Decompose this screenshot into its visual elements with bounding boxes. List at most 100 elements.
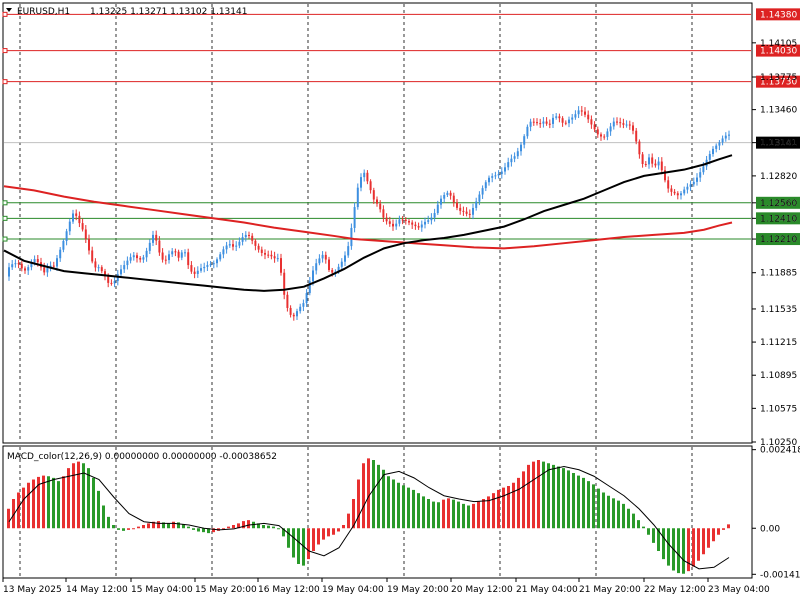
level-price-label: 1.13730 xyxy=(760,78,797,88)
ma-slow-line xyxy=(3,185,733,250)
candle-body xyxy=(337,266,340,272)
level-handle[interactable] xyxy=(2,200,8,206)
time-tick-label: 16 May 12:00 xyxy=(258,585,320,595)
candle-body xyxy=(424,221,426,225)
candle-body xyxy=(328,259,330,271)
candle-body xyxy=(312,270,314,282)
price-tick-label: 1.11215 xyxy=(760,338,797,348)
macd-bar xyxy=(472,503,475,529)
candle-body xyxy=(414,224,417,227)
candle-body xyxy=(24,268,26,271)
candle-body xyxy=(356,187,359,208)
macd-bar xyxy=(12,499,15,529)
candle-body xyxy=(603,136,606,138)
candle-body xyxy=(526,126,529,137)
candle-body xyxy=(555,116,558,118)
candle-body xyxy=(75,213,78,216)
level-price-box xyxy=(756,196,800,209)
candle-body xyxy=(91,250,94,262)
macd-bar xyxy=(262,525,265,529)
macd-bar xyxy=(347,513,350,529)
macd-bar xyxy=(197,528,200,532)
level-handle[interactable] xyxy=(2,236,8,242)
macd-bar xyxy=(622,503,625,529)
macd-bar xyxy=(422,496,425,529)
macd-bar xyxy=(612,498,615,529)
candle-body xyxy=(584,111,586,115)
macd-bar xyxy=(297,528,300,564)
macd-bar xyxy=(687,528,690,572)
macd-bar xyxy=(642,526,645,529)
macd-bar xyxy=(457,501,460,529)
time-tick-label: 19 May 20:00 xyxy=(387,585,449,595)
level-handle[interactable] xyxy=(2,215,8,221)
macd-bar xyxy=(47,476,50,529)
candle-body xyxy=(545,121,548,124)
candle-body xyxy=(251,235,254,241)
level-handle[interactable] xyxy=(2,48,8,54)
macd-bar xyxy=(387,476,390,529)
macd-bar xyxy=(467,505,470,529)
macd-bar xyxy=(492,493,495,529)
candle-body xyxy=(673,191,676,194)
level-handle[interactable] xyxy=(2,79,8,85)
level-handle[interactable] xyxy=(2,11,8,17)
candle-body xyxy=(136,255,138,259)
candle-body xyxy=(238,241,241,246)
candle-body xyxy=(478,194,481,202)
candle-body xyxy=(126,260,129,266)
candle-body xyxy=(561,118,564,123)
candle-body xyxy=(30,262,33,268)
time-tick-label: 15 May 20:00 xyxy=(195,585,257,595)
candle-body xyxy=(161,252,164,260)
macd-bar xyxy=(287,528,290,548)
macd-bar xyxy=(377,464,380,529)
candle-body xyxy=(196,270,199,274)
macd-bar xyxy=(162,522,165,529)
macd-bar xyxy=(77,461,80,529)
candle-body xyxy=(462,210,465,212)
candle-body xyxy=(120,269,122,275)
macd-bar xyxy=(22,487,25,529)
level-lines[interactable]: 1.14380 1.14030 1.13730 1.12560 1.12410 1.122… xyxy=(2,8,800,246)
candle-body xyxy=(497,174,500,176)
macd-bar xyxy=(462,503,465,529)
candle-body xyxy=(46,267,49,273)
candle-body xyxy=(638,141,641,155)
macd-bar xyxy=(202,528,205,533)
candle-body xyxy=(158,240,161,253)
candle-body xyxy=(286,294,289,308)
price-panel[interactable] xyxy=(2,2,753,444)
candle-body xyxy=(68,221,71,232)
macd-bar xyxy=(502,487,505,529)
time-tick-label: 22 May 12:00 xyxy=(644,585,706,595)
macd-bar xyxy=(707,528,710,548)
macd-bar xyxy=(237,523,240,529)
candle-body xyxy=(273,256,276,259)
level-price-box xyxy=(756,44,800,57)
dropdown-triangle-icon[interactable] xyxy=(6,8,12,12)
macd-bar xyxy=(362,463,365,529)
candle-body xyxy=(148,242,151,251)
price-tick-label: 1.12410 xyxy=(760,214,797,224)
candle-body xyxy=(280,258,282,273)
macd-bar xyxy=(512,482,515,529)
macd-bar xyxy=(122,528,125,531)
candle-body xyxy=(536,122,538,124)
candle-body xyxy=(699,172,702,178)
candle-body xyxy=(657,161,660,166)
macd-axis: 0.0024183 0.00 -0.0014170 xyxy=(752,446,800,580)
price-axis[interactable]: 1.14105 1.13775 1.13460 1.13141 1.12820 1.125… xyxy=(752,39,797,448)
candle-body xyxy=(107,276,110,283)
candle-body xyxy=(491,176,494,178)
candle-body xyxy=(542,121,545,124)
macd-bar xyxy=(322,528,325,540)
candle-body xyxy=(577,110,580,115)
candle-body xyxy=(456,202,458,208)
candle-body xyxy=(8,267,10,277)
candle-body xyxy=(452,195,455,203)
macd-bar xyxy=(627,508,630,529)
candle-body xyxy=(232,244,234,247)
time-axis[interactable]: 13 May 2025 14 May 12:00 15 May 04:00 15 Ma… xyxy=(2,578,770,595)
